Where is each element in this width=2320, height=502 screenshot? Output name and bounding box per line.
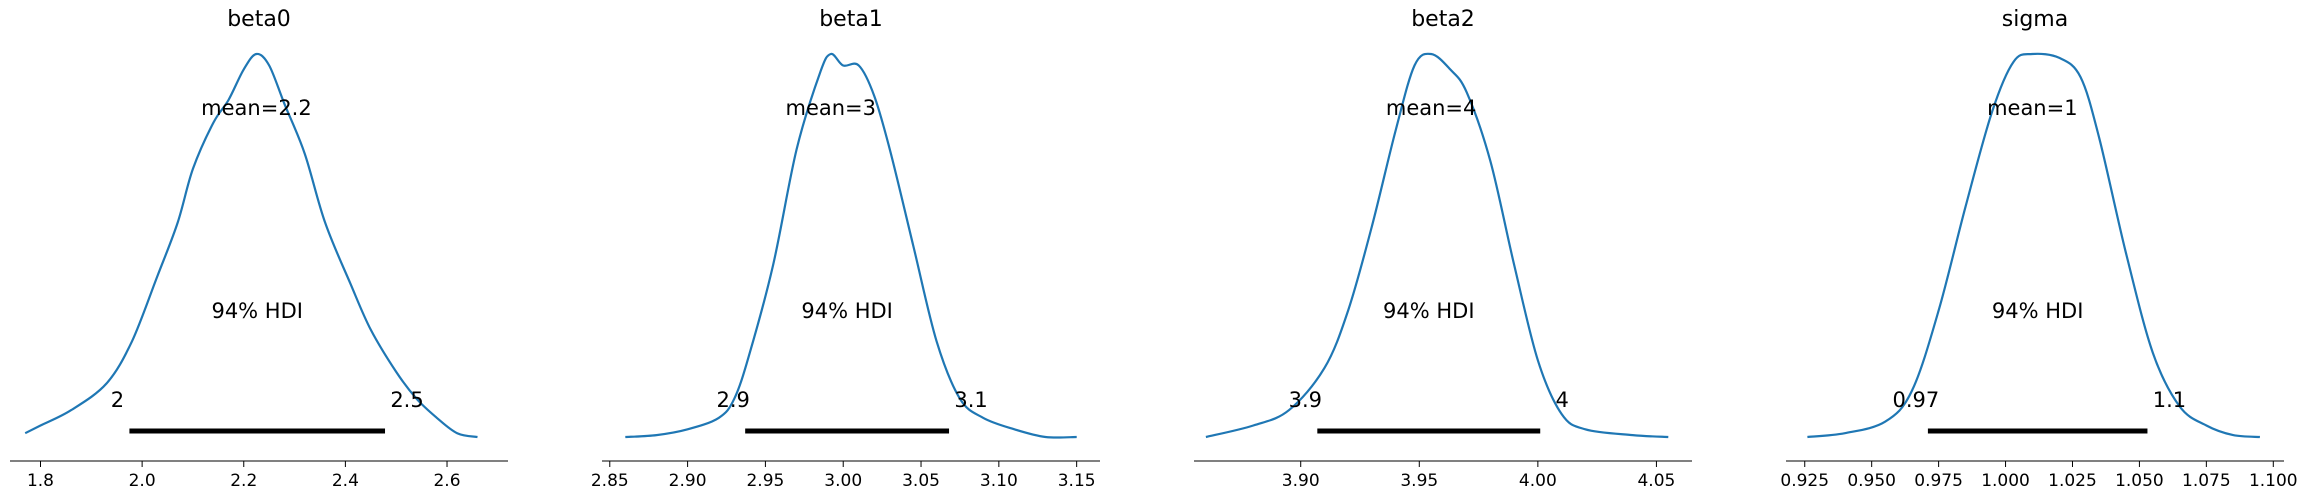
panel-beta1: beta1 2.9 3.1 94% HDI mean=3 2.85 2.90 2.95 3.00… (591, 7, 1100, 491)
x-tick-label: 2.0 (129, 471, 156, 491)
hdi-percent-label: 94% HDI (1992, 299, 2084, 323)
panel-title: beta0 (227, 7, 291, 32)
x-tick-label: 0.925 (1780, 471, 1829, 491)
hdi-upper-label: 3.1 (954, 388, 987, 412)
mean-label: mean=3 (786, 96, 877, 120)
x-tick-label: 2.2 (230, 471, 257, 491)
x-tick-label: 1.100 (2249, 471, 2298, 491)
x-tick-label: 3.95 (1400, 471, 1438, 491)
mean-label: mean=1 (1987, 96, 2078, 120)
x-tick-label: 1.8 (27, 471, 54, 491)
x-tick-label: 2.6 (433, 471, 460, 491)
x-tick-label: 2.90 (669, 471, 707, 491)
hdi-percent-label: 94% HDI (1383, 299, 1475, 323)
panel-title: sigma (2002, 7, 2068, 32)
hdi-lower-label: 0.97 (1893, 388, 1940, 412)
x-tick-label: 1.050 (2115, 471, 2164, 491)
hdi-upper-label: 2.5 (390, 388, 423, 412)
x-tick-label: 1.025 (2048, 471, 2097, 491)
x-tick-label: 3.00 (824, 471, 862, 491)
hdi-lower-label: 2 (111, 388, 124, 412)
x-tick-label: 2.95 (746, 471, 784, 491)
density-curve (625, 52, 1077, 439)
hdi-upper-label: 4 (1556, 388, 1569, 412)
density-curve (1205, 52, 1669, 439)
panel-sigma: sigma 0.97 1.1 94% HDI mean=1 0.925 0.950 0.975… (1780, 7, 2297, 491)
density-curve (1807, 52, 2260, 439)
panel-beta0: beta0 2 2.5 94% HDI mean=2.2 1.8 2.0 2.2 2.4 2.6 (10, 7, 508, 491)
density-curve (24, 52, 478, 439)
mean-label: mean=2.2 (201, 96, 312, 120)
x-tick-label: 2.4 (332, 471, 359, 491)
x-tick-label: 4.00 (1519, 471, 1557, 491)
x-tick-label: 0.950 (1847, 471, 1896, 491)
panel-title: beta1 (819, 7, 883, 32)
hdi-percent-label: 94% HDI (211, 299, 303, 323)
x-tick-label: 4.05 (1637, 471, 1675, 491)
x-tick-label: 3.10 (980, 471, 1018, 491)
hdi-upper-label: 1.1 (2153, 388, 2186, 412)
hdi-lower-label: 3.9 (1289, 388, 1322, 412)
x-tick-label: 1.000 (1981, 471, 2030, 491)
x-tick-label: 3.15 (1058, 471, 1096, 491)
panel-beta2: beta2 3.9 4 94% HDI mean=4 3.90 3.95 4.00 4.05 (1194, 7, 1692, 491)
hdi-lower-label: 2.9 (716, 388, 749, 412)
hdi-percent-label: 94% HDI (801, 299, 893, 323)
x-tick-label: 2.85 (591, 471, 629, 491)
panel-title: beta2 (1411, 7, 1475, 32)
x-tick-label: 3.05 (902, 471, 940, 491)
mean-label: mean=4 (1386, 96, 1477, 120)
x-tick-label: 1.075 (2182, 471, 2231, 491)
x-tick-label: 0.975 (1914, 471, 1963, 491)
x-tick-label: 3.90 (1282, 471, 1320, 491)
